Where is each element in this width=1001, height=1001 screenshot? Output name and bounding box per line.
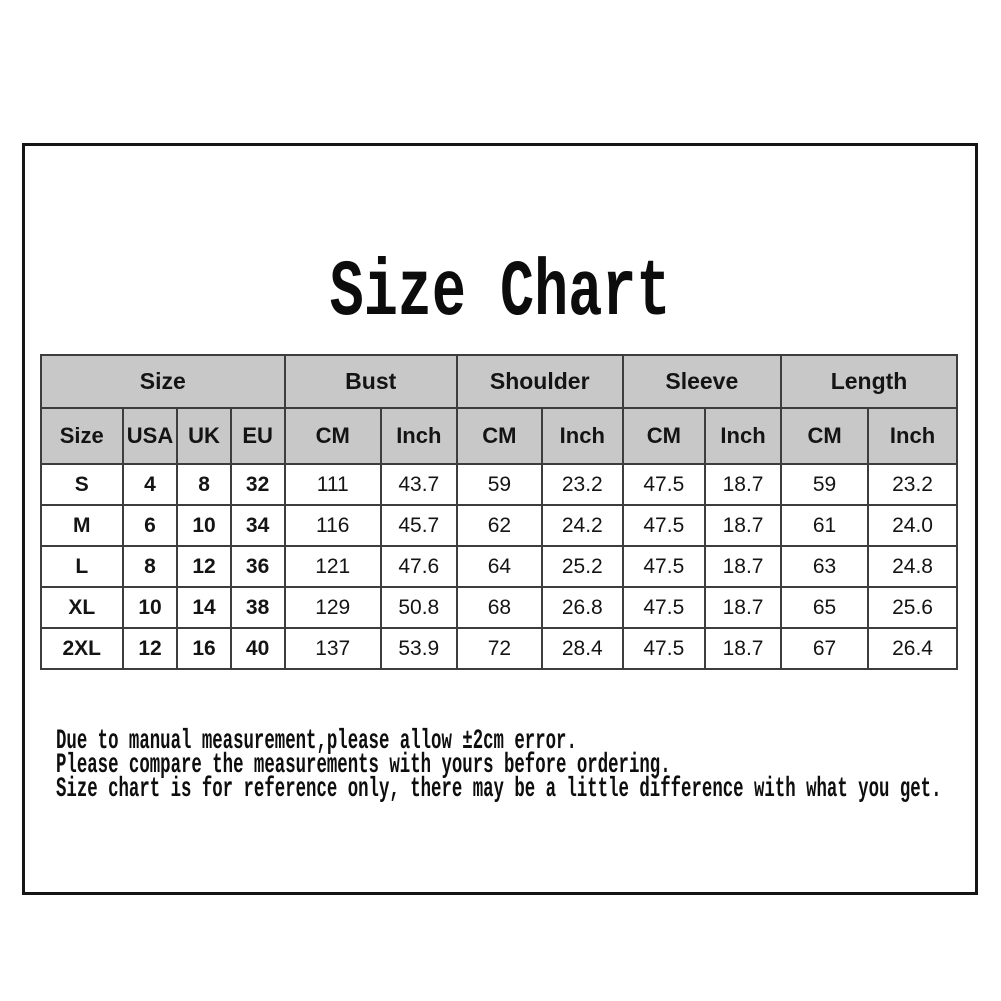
sleeve-inch-cell: 18.7 xyxy=(704,504,783,547)
shoulder-cm-cell: 64 xyxy=(455,545,544,588)
eu-cell: 32 xyxy=(229,463,286,506)
bust-cm-cell: 129 xyxy=(283,586,382,629)
sub-header-shoulder-cm: CM xyxy=(455,407,544,465)
sleeve-inch-cell: 18.7 xyxy=(704,463,783,506)
bust-cm-cell: 137 xyxy=(283,627,382,670)
sleeve-cm-cell: 47.5 xyxy=(621,463,707,506)
group-header-sleeve: Sleeve xyxy=(621,354,783,409)
note-text-2: Please compare the measurements with you… xyxy=(55,750,671,781)
bust-inch-cell: 53.9 xyxy=(379,627,458,670)
bust-cm-cell: 121 xyxy=(283,545,382,588)
bust-cm-cell: 111 xyxy=(283,463,382,506)
bust-inch-cell: 50.8 xyxy=(379,586,458,629)
uk-cell: 14 xyxy=(176,586,232,629)
note-line: Please compare the measurements with you… xyxy=(38,730,1001,780)
eu-cell: 36 xyxy=(229,545,286,588)
eu-cell: 38 xyxy=(229,586,286,629)
length-cm-cell: 63 xyxy=(780,545,870,588)
length-inch-cell: 26.4 xyxy=(867,627,958,670)
length-cm-cell: 65 xyxy=(780,586,870,629)
sleeve-inch-cell: 18.7 xyxy=(704,627,783,670)
shoulder-cm-cell: 59 xyxy=(455,463,544,506)
length-inch-cell: 24.8 xyxy=(867,545,958,588)
note-line: Size chart is for reference only, there … xyxy=(38,754,1001,804)
usa-cell: 4 xyxy=(121,463,179,506)
table-row-xl: XL 10 14 38 129 50.8 68 26.8 47.5 18.7 6… xyxy=(40,586,958,629)
group-header-size: Size xyxy=(40,354,286,409)
sub-header-uk: UK xyxy=(176,407,232,465)
sleeve-cm-cell: 47.5 xyxy=(621,627,707,670)
sub-header-sleeve-inch: Inch xyxy=(704,407,783,465)
bust-inch-cell: 45.7 xyxy=(379,504,458,547)
table-row-l: L 8 12 36 121 47.6 64 25.2 47.5 18.7 63 … xyxy=(40,545,958,588)
size-chart-table: Size Bust Shoulder Sleeve Length Size US… xyxy=(40,354,958,670)
header-group-row: Size Bust Shoulder Sleeve Length xyxy=(40,354,958,409)
size-cell: S xyxy=(40,463,124,506)
shoulder-inch-cell: 26.8 xyxy=(541,586,624,629)
length-inch-cell: 24.0 xyxy=(867,504,958,547)
sleeve-cm-cell: 47.5 xyxy=(621,504,707,547)
usa-cell: 8 xyxy=(121,545,179,588)
sub-header-bust-inch: Inch xyxy=(379,407,458,465)
size-cell: L xyxy=(40,545,124,588)
sub-header-bust-cm: CM xyxy=(283,407,382,465)
size-cell: 2XL xyxy=(40,627,124,670)
sub-header-shoulder-inch: Inch xyxy=(541,407,624,465)
group-header-shoulder: Shoulder xyxy=(455,354,624,409)
eu-cell: 40 xyxy=(229,627,286,670)
length-cm-cell: 67 xyxy=(780,627,870,670)
length-cm-cell: 59 xyxy=(780,463,870,506)
sleeve-inch-cell: 18.7 xyxy=(704,586,783,629)
table-row-2xl: 2XL 12 16 40 137 53.9 72 28.4 47.5 18.7 … xyxy=(40,627,958,670)
sub-header-size: Size xyxy=(40,407,124,465)
note-text-1: Due to manual measurement,please allow ±… xyxy=(55,726,577,757)
size-cell: M xyxy=(40,504,124,547)
bust-inch-cell: 47.6 xyxy=(379,545,458,588)
shoulder-inch-cell: 28.4 xyxy=(541,627,624,670)
sub-header-usa: USA xyxy=(121,407,179,465)
shoulder-inch-cell: 24.2 xyxy=(541,504,624,547)
note-line: Due to manual measurement,please allow ±… xyxy=(38,706,1001,756)
size-cell: XL xyxy=(40,586,124,629)
bust-inch-cell: 43.7 xyxy=(379,463,458,506)
note-text-3: Size chart is for reference only, there … xyxy=(55,774,942,805)
shoulder-inch-cell: 25.2 xyxy=(541,545,624,588)
sleeve-cm-cell: 47.5 xyxy=(621,545,707,588)
table-row-s: S 4 8 32 111 43.7 59 23.2 47.5 18.7 59 2… xyxy=(40,463,958,506)
shoulder-cm-cell: 72 xyxy=(455,627,544,670)
uk-cell: 10 xyxy=(176,504,232,547)
table-row-m: M 6 10 34 116 45.7 62 24.2 47.5 18.7 61 … xyxy=(40,504,958,547)
sub-header-length-inch: Inch xyxy=(867,407,958,465)
page-title: Size Chart xyxy=(22,254,978,334)
shoulder-cm-cell: 68 xyxy=(455,586,544,629)
eu-cell: 34 xyxy=(229,504,286,547)
sleeve-cm-cell: 47.5 xyxy=(621,586,707,629)
shoulder-cm-cell: 62 xyxy=(455,504,544,547)
usa-cell: 6 xyxy=(121,504,179,547)
sub-header-eu: EU xyxy=(229,407,286,465)
group-header-bust: Bust xyxy=(283,354,458,409)
sleeve-inch-cell: 18.7 xyxy=(704,545,783,588)
length-inch-cell: 25.6 xyxy=(867,586,958,629)
measurement-notes: Due to manual measurement,please allow ±… xyxy=(38,706,1001,804)
shoulder-inch-cell: 23.2 xyxy=(541,463,624,506)
length-cm-cell: 61 xyxy=(780,504,870,547)
usa-cell: 10 xyxy=(121,586,179,629)
group-header-length: Length xyxy=(780,354,958,409)
header-sub-row: Size USA UK EU CM Inch CM Inch CM Inch C… xyxy=(40,407,958,465)
bust-cm-cell: 116 xyxy=(283,504,382,547)
page-title-text: Size Chart xyxy=(329,248,671,339)
uk-cell: 8 xyxy=(176,463,232,506)
uk-cell: 16 xyxy=(176,627,232,670)
length-inch-cell: 23.2 xyxy=(867,463,958,506)
usa-cell: 12 xyxy=(121,627,179,670)
sub-header-length-cm: CM xyxy=(780,407,870,465)
uk-cell: 12 xyxy=(176,545,232,588)
sub-header-sleeve-cm: CM xyxy=(621,407,707,465)
